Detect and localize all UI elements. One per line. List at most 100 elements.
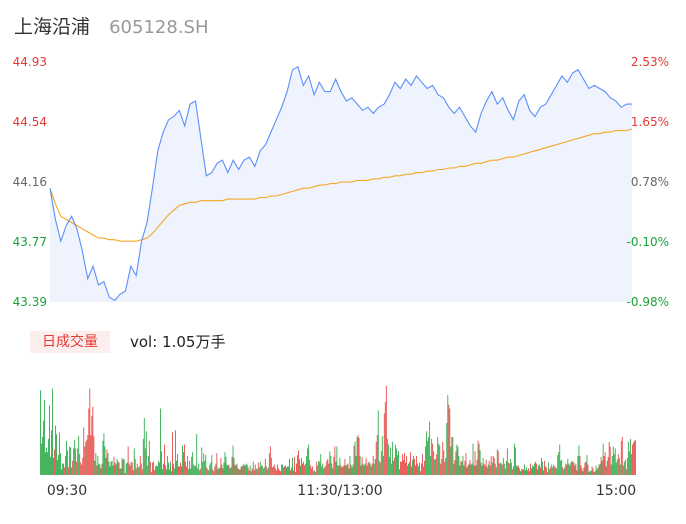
volume-bar <box>470 464 472 475</box>
volume-bar <box>316 461 318 475</box>
volume-bar <box>473 465 475 475</box>
volume-bar <box>434 459 436 475</box>
volume-bar <box>154 466 156 475</box>
volume-bar <box>117 461 119 475</box>
volume-bar <box>522 469 523 475</box>
volume-bar <box>338 465 340 475</box>
volume-bar <box>160 408 161 475</box>
time-axis-labels: 09:30 11:30/13:00 15:00 <box>47 483 636 499</box>
volume-bar <box>377 410 379 475</box>
volume-bar <box>567 458 569 476</box>
volume-bar <box>426 431 428 475</box>
volume-bar <box>422 454 424 475</box>
volume-bar <box>66 440 68 475</box>
volume-bar <box>456 444 458 475</box>
volume-bar <box>221 464 223 475</box>
volume-bar <box>181 466 182 475</box>
y-tick-label-left: 44.93 <box>13 55 47 69</box>
volume-bar <box>179 466 180 475</box>
volume-bar <box>60 453 61 475</box>
volume-bar <box>305 463 307 475</box>
volume-bar <box>190 468 192 476</box>
volume-bar <box>404 453 405 475</box>
volume-bar <box>255 468 257 476</box>
volume-bar <box>252 461 254 475</box>
volume-bar <box>281 464 282 475</box>
volume-bar <box>634 439 636 475</box>
volume-bar <box>623 461 625 475</box>
volume-bar <box>499 462 501 475</box>
volume-bar <box>547 472 549 475</box>
volume-bar <box>478 443 480 475</box>
volume-bar <box>389 447 391 475</box>
volume-bar <box>98 463 100 475</box>
volume-bar <box>136 463 138 475</box>
volume-bar <box>529 471 530 475</box>
volume-bar <box>474 451 476 476</box>
volume-bar <box>270 457 272 475</box>
volume-bar <box>447 395 449 475</box>
volume-bar <box>480 462 482 475</box>
volume-bar <box>247 467 249 475</box>
volume-bar <box>595 465 597 475</box>
volume-bar <box>269 446 271 475</box>
volume-bar <box>85 441 87 476</box>
volume-tab[interactable]: 日成交量 <box>30 331 110 353</box>
volume-bar <box>391 441 393 476</box>
volume-bar <box>49 405 50 475</box>
volume-bar <box>626 457 628 475</box>
volume-bar <box>174 468 175 476</box>
volume-bar <box>380 451 382 476</box>
volume-bar <box>297 455 298 475</box>
volume-bar <box>81 464 83 475</box>
volume-bar <box>437 437 439 475</box>
y-tick-label-left: 43.77 <box>13 235 47 249</box>
volume-bar <box>360 465 362 475</box>
volume-bar <box>259 461 261 475</box>
volume-bar <box>217 469 219 475</box>
volume-bar <box>301 457 302 475</box>
volume-bar <box>282 464 283 475</box>
volume-bar <box>249 465 251 475</box>
volume-bar <box>410 452 411 475</box>
volume-bar <box>355 456 357 475</box>
volume-bar <box>146 465 148 475</box>
volume-bar <box>438 443 440 475</box>
volume-bar <box>483 463 485 475</box>
volume-bar <box>504 468 506 476</box>
volume-bar <box>367 462 369 475</box>
volume-bar <box>400 461 401 475</box>
volume-bar <box>285 465 286 475</box>
volume-bar <box>176 460 177 476</box>
volume-bar <box>569 465 571 475</box>
volume-bar <box>602 443 604 475</box>
volume-bar <box>178 466 179 475</box>
volume-bar <box>493 457 495 475</box>
volume-bar <box>198 463 200 475</box>
volume-bar <box>327 458 329 476</box>
volume-bar <box>48 438 49 475</box>
volume-bar <box>214 466 216 475</box>
volume-bar <box>612 446 614 475</box>
volume-bar <box>107 453 109 475</box>
volume-bar <box>566 464 568 475</box>
volume-bar <box>632 442 634 475</box>
volume-bar <box>93 436 95 475</box>
volume-bar <box>348 468 350 476</box>
volume-bar <box>605 466 607 475</box>
volume-bar <box>385 385 387 475</box>
volume-bar <box>585 461 587 475</box>
volume-bar <box>527 470 528 476</box>
volume-bar <box>225 456 227 475</box>
volume-bar <box>590 471 592 475</box>
volume-bar <box>537 469 538 475</box>
volume-bar <box>84 446 86 475</box>
volume-bar <box>119 468 121 476</box>
volume-bar <box>317 465 319 475</box>
volume-bar <box>357 435 359 475</box>
volume-bar <box>393 457 395 475</box>
volume-bar <box>167 456 168 475</box>
volume-bar <box>524 464 525 475</box>
volume-bar <box>552 467 554 475</box>
volume-bar <box>50 456 51 475</box>
